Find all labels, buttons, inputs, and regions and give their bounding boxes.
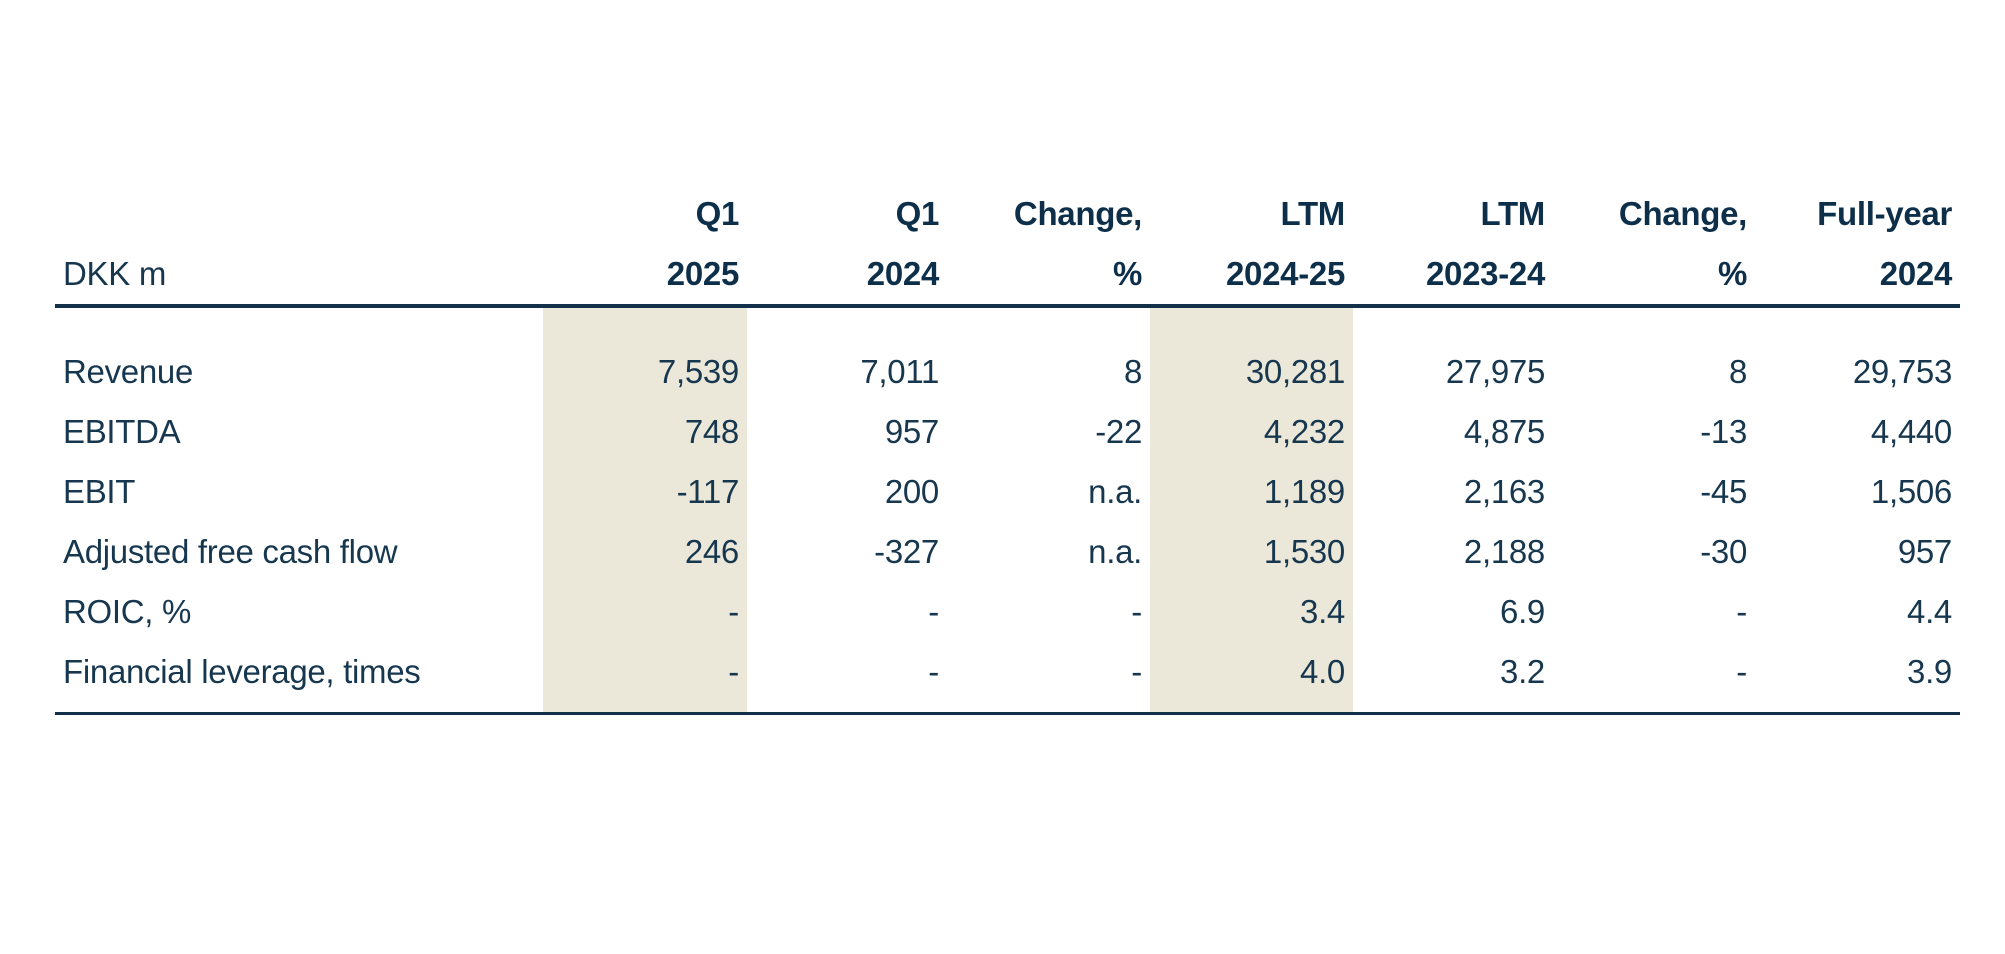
table-cell: -30 xyxy=(1700,533,1747,570)
table-cell: 246 xyxy=(684,533,739,570)
row-label: EBIT xyxy=(63,473,136,510)
column-header-line1: Q1 xyxy=(695,195,740,232)
table-cell: -327 xyxy=(874,533,939,570)
column-header-line2: 2024 xyxy=(1879,255,1953,292)
column-header-line1: Change, xyxy=(1618,195,1747,232)
column-header-line1: LTM xyxy=(1280,195,1346,232)
table-cell: -22 xyxy=(1095,413,1142,450)
table-cell: 748 xyxy=(684,413,739,450)
table-cell: 1,530 xyxy=(1263,533,1345,570)
row-label: Financial leverage, times xyxy=(63,653,421,690)
table-cell: 1,189 xyxy=(1263,473,1345,510)
table-cell: 6.9 xyxy=(1500,593,1545,630)
table-cell: - xyxy=(928,593,939,630)
table-cell: 8 xyxy=(1728,353,1747,390)
table-cell: 3.9 xyxy=(1907,653,1952,690)
table-cell: 2,163 xyxy=(1463,473,1545,510)
table-body: Revenue 7,539 7,011 8 30,281 27,975 8 29… xyxy=(55,308,1960,715)
table-cell: 4.4 xyxy=(1907,593,1952,630)
table-cell: -45 xyxy=(1700,473,1747,510)
table-cell: 4.0 xyxy=(1300,653,1345,690)
financial-table: DKK m Q1 2025 Q1 2024 Change, % LTM 2024… xyxy=(55,150,1960,715)
table-cell: 957 xyxy=(1897,533,1952,570)
row-label: ROIC, % xyxy=(63,593,192,630)
column-header-change-q1: Change, % xyxy=(947,184,1150,304)
table-cell: n.a. xyxy=(1088,533,1142,570)
table-cell: - xyxy=(728,593,739,630)
column-header-line2: 2024 xyxy=(866,255,940,292)
table-cell: -117 xyxy=(676,473,740,510)
table-cell: 4,875 xyxy=(1463,413,1545,450)
table-cell: 30,281 xyxy=(1245,353,1345,390)
table-cell: - xyxy=(1736,593,1747,630)
column-header-line2: % xyxy=(1112,255,1142,292)
table-cell: 8 xyxy=(1123,353,1142,390)
column-header-q1-2024: Q1 2024 xyxy=(747,184,947,304)
table-header: DKK m Q1 2025 Q1 2024 Change, % LTM 2024… xyxy=(55,150,1960,308)
table-cell: 7,011 xyxy=(860,353,939,390)
table-cell: 3.4 xyxy=(1300,593,1345,630)
table-cell: 957 xyxy=(884,413,939,450)
column-header-line2: % xyxy=(1717,255,1747,292)
column-header-line1: Change, xyxy=(1013,195,1142,232)
table-cell: 200 xyxy=(884,473,939,510)
table-cell: 4,232 xyxy=(1263,413,1345,450)
column-header-line2: 2024-25 xyxy=(1225,255,1345,292)
column-header-line2: 2025 xyxy=(666,255,740,292)
row-label: EBITDA xyxy=(63,413,181,450)
column-header-line1: Q1 xyxy=(895,195,940,232)
row-label: Adjusted free cash flow xyxy=(63,533,398,570)
table-cell: 7,539 xyxy=(657,353,739,390)
row-label: Revenue xyxy=(63,353,193,390)
table-cell: n.a. xyxy=(1088,473,1142,510)
column-header-line1: Full-year xyxy=(1817,195,1952,232)
highlight-column-q1-2025 xyxy=(543,308,747,712)
column-header-line2: 2023-24 xyxy=(1425,255,1545,292)
table-cell: - xyxy=(928,653,939,690)
table-cell: 4,440 xyxy=(1870,413,1952,450)
table-cell: 29,753 xyxy=(1852,353,1952,390)
column-header-change-ltm: Change, % xyxy=(1553,184,1755,304)
header-spacer xyxy=(63,184,543,244)
column-header-line1: LTM xyxy=(1480,195,1546,232)
column-header-ltm-2023-24: LTM 2023-24 xyxy=(1353,184,1553,304)
table-cell: - xyxy=(728,653,739,690)
table-cell: - xyxy=(1131,653,1142,690)
table-cell: 3.2 xyxy=(1500,653,1545,690)
highlight-column-ltm-2024-25 xyxy=(1150,308,1353,712)
column-header-ltm-2024-25: LTM 2024-25 xyxy=(1150,184,1353,304)
table-cell: -13 xyxy=(1700,413,1747,450)
table-cell: - xyxy=(1131,593,1142,630)
unit-label-cell: DKK m xyxy=(55,184,543,304)
table-cell: 2,188 xyxy=(1463,533,1545,570)
column-header-q1-2025: Q1 2025 xyxy=(543,184,747,304)
column-header-full-year-2024: Full-year 2024 xyxy=(1755,184,1960,304)
unit-label: DKK m xyxy=(63,255,167,292)
table-cell: - xyxy=(1736,653,1747,690)
table-cell: 1,506 xyxy=(1870,473,1952,510)
table-cell: 27,975 xyxy=(1445,353,1545,390)
